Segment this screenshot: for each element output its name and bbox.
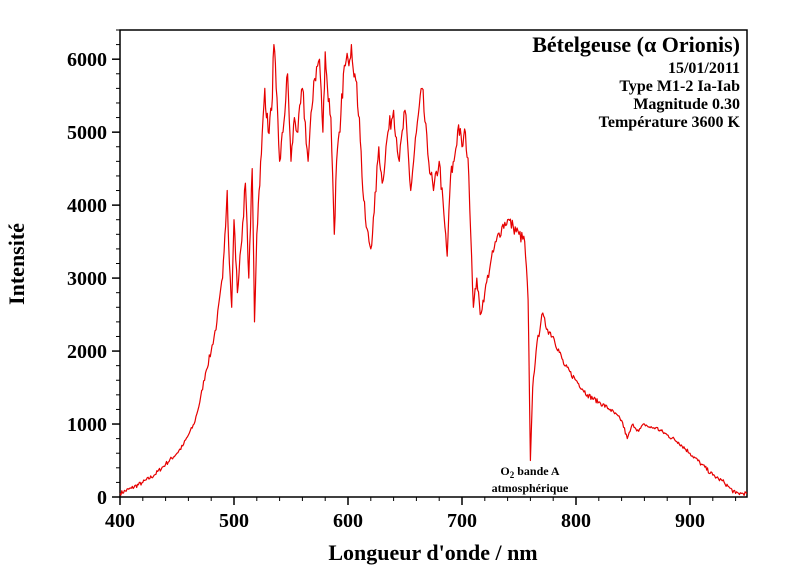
y-tick-label: 4000 <box>67 195 107 217</box>
info-type: Type M1-2 Ia-Iab <box>619 78 740 95</box>
y-axis-title: Intensité <box>4 223 29 305</box>
y-tick-label: 0 <box>97 487 107 509</box>
y-tick-label: 3000 <box>67 268 107 290</box>
x-tick-label: 400 <box>105 510 135 532</box>
annotation-o2-line1: O2 bande A <box>500 464 560 480</box>
y-tick-label: 1000 <box>67 414 107 436</box>
x-axis: 400 500 600 700 800 900 <box>105 497 737 532</box>
y-tick-label: 2000 <box>67 341 107 363</box>
info-temperature: Température 3600 K <box>599 114 741 131</box>
x-axis-title: Longueur d'onde / nm <box>328 540 537 565</box>
x-tick-label: 600 <box>333 510 363 532</box>
y-tick-label: 6000 <box>67 49 107 71</box>
info-date: 15/01/2011 <box>668 60 740 77</box>
spectrum-line <box>119 44 748 496</box>
x-tick-label: 900 <box>675 510 705 532</box>
info-magnitude: Magnitude 0.30 <box>633 96 740 113</box>
y-tick-label: 5000 <box>67 122 107 144</box>
x-tick-label: 700 <box>447 510 477 532</box>
annotation-o2-line2: atmosphérique <box>492 481 569 495</box>
y-axis: 0 1000 2000 3000 4000 5000 6000 <box>67 29 120 509</box>
chart-title: Bételgeuse (α Orionis) <box>532 32 740 57</box>
x-tick-label: 500 <box>219 510 249 532</box>
x-tick-label: 800 <box>561 510 591 532</box>
